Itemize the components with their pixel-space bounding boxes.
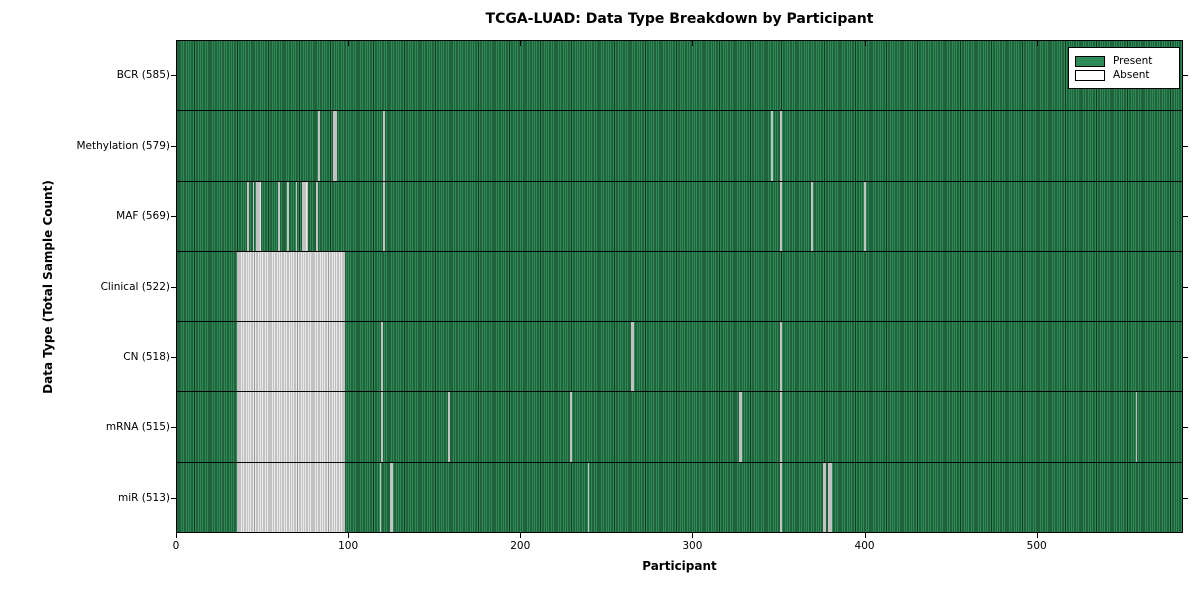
x-tick-mark-top	[176, 41, 177, 46]
absent-segment	[379, 462, 382, 532]
absent-segment	[252, 181, 255, 251]
y-tick-mark	[171, 286, 176, 288]
absent-segment	[237, 392, 346, 462]
absent-segment	[771, 111, 774, 181]
absent-segment	[738, 392, 743, 462]
absent-segment	[780, 462, 782, 532]
legend-label-present: Present	[1113, 55, 1153, 67]
chart-row-bcr	[177, 41, 1182, 112]
absent-segment	[381, 392, 384, 462]
x-axis-label: Participant	[642, 559, 717, 573]
legend-swatch-absent-icon	[1075, 69, 1105, 81]
legend-swatch-present-icon	[1075, 55, 1105, 67]
absent-segment	[247, 181, 250, 251]
y-tick-mark	[171, 356, 176, 358]
x-tick-mark-top	[1036, 41, 1038, 46]
absent-segment	[864, 181, 866, 251]
x-tick-label: 500	[1026, 540, 1047, 552]
absent-segment	[780, 111, 782, 181]
absent-segment	[302, 181, 308, 251]
x-tick-mark	[176, 533, 177, 538]
chart-row-clinical	[177, 251, 1182, 323]
y-tick-mark	[171, 216, 176, 218]
legend-label-absent: Absent	[1113, 69, 1150, 81]
absent-segment	[587, 462, 590, 532]
absent-segment	[448, 392, 451, 462]
absent-segment	[822, 462, 827, 532]
absent-segment	[317, 111, 320, 181]
y-tick-mark	[1183, 145, 1188, 147]
absent-segment	[333, 111, 337, 181]
legend: Present Absent	[1068, 47, 1180, 89]
absent-segment	[780, 322, 782, 392]
absent-segment	[780, 181, 782, 251]
x-tick-label: 0	[172, 540, 180, 552]
y-tick-label-maf: MAF (569)	[116, 210, 170, 223]
absent-segment	[256, 181, 262, 251]
x-tick-mark-top	[520, 41, 522, 46]
absent-segment	[630, 322, 634, 392]
absent-segment	[570, 392, 573, 462]
x-tick-label: 400	[854, 540, 875, 552]
x-tick-mark	[864, 533, 866, 538]
y-tick-mark	[171, 497, 176, 499]
x-tick-mark-top	[348, 41, 350, 46]
x-tick-mark	[520, 533, 522, 538]
y-tick-label-methylation: Methylation (579)	[76, 139, 170, 152]
absent-segment	[295, 181, 298, 251]
chart-row-methylation	[177, 111, 1182, 182]
x-tick-label: 100	[338, 540, 359, 552]
x-tick-mark-top	[864, 41, 866, 46]
absent-segment	[828, 462, 832, 532]
absent-segment	[810, 181, 813, 251]
chart-title: TCGA-LUAD: Data Type Breakdown by Partic…	[485, 11, 874, 27]
absent-segment	[780, 392, 782, 462]
absent-segment	[286, 181, 289, 251]
y-tick-label-mir: miR (513)	[117, 491, 170, 504]
y-tick-mark	[1183, 356, 1188, 358]
x-tick-mark	[692, 533, 694, 538]
chart-row-mir	[177, 462, 1182, 532]
x-tick-mark-top	[692, 41, 694, 46]
y-tick-mark	[171, 145, 176, 147]
absent-segment	[390, 462, 394, 532]
x-tick-mark	[348, 533, 350, 538]
legend-entry-present: Present	[1075, 55, 1173, 67]
x-tick-label: 200	[510, 540, 531, 552]
absent-segment	[1135, 392, 1138, 462]
absent-segment	[237, 462, 346, 532]
absent-segment	[381, 322, 384, 392]
y-tick-mark	[171, 75, 176, 77]
y-tick-mark	[1183, 286, 1188, 288]
absent-segment	[278, 181, 281, 251]
chart-row-maf	[177, 181, 1182, 252]
y-tick-mark	[171, 427, 176, 429]
y-tick-mark	[1183, 497, 1188, 499]
x-tick-label: 300	[682, 540, 703, 552]
legend-entry-absent: Absent	[1075, 69, 1173, 81]
x-tick-mark	[1036, 533, 1038, 538]
plot-area	[176, 40, 1183, 533]
absent-segment	[316, 181, 318, 251]
absent-segment	[237, 251, 346, 322]
y-tick-label-bcr: BCR (585)	[116, 69, 170, 82]
y-tick-mark	[1183, 427, 1188, 429]
y-tick-label-clinical: Clinical (522)	[100, 280, 170, 293]
absent-segment	[383, 181, 385, 251]
absent-segment	[383, 111, 385, 181]
y-tick-label-cn: CN (518)	[123, 350, 170, 363]
y-tick-mark	[1183, 216, 1188, 218]
y-tick-mark	[1183, 75, 1188, 77]
chart-row-mrna	[177, 392, 1182, 463]
y-tick-label-mrna: mRNA (515)	[105, 421, 170, 434]
absent-segment	[237, 322, 346, 392]
chart-row-cn	[177, 322, 1182, 393]
